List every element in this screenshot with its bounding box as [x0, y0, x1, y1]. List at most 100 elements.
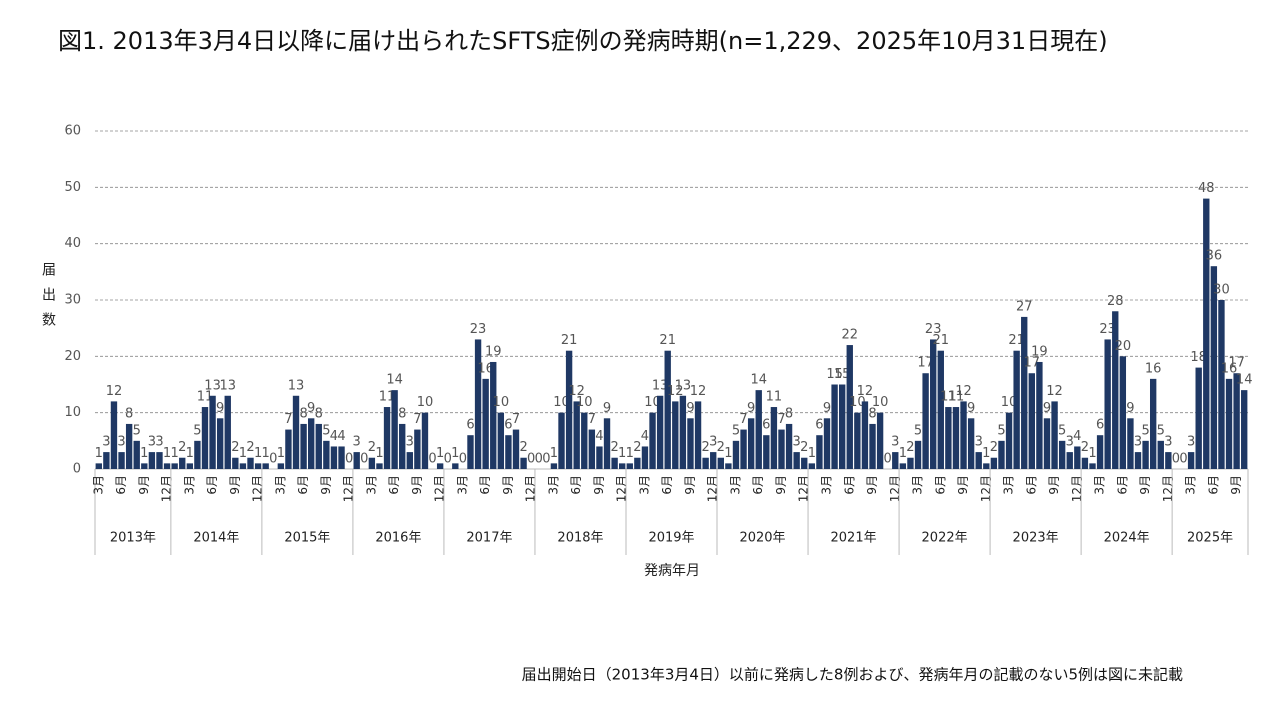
data-label: 2 [368, 440, 376, 455]
x-tick-label: 12月 [888, 475, 902, 502]
bar [315, 423, 322, 469]
data-label: 28 [1107, 294, 1124, 309]
bar [565, 350, 573, 469]
data-label: 0 [542, 452, 550, 467]
bar [1089, 463, 1096, 469]
data-label: 6 [1096, 418, 1104, 433]
bar [960, 401, 967, 469]
bar [838, 384, 846, 469]
data-label: 6 [504, 418, 512, 433]
data-label: 4 [641, 429, 649, 444]
data-label: 5 [1058, 423, 1066, 438]
x-tick-label: 3月 [364, 475, 378, 495]
x-tick-label: 12月 [524, 475, 538, 502]
bar [171, 463, 178, 469]
x-tick-label: 6月 [569, 475, 583, 495]
bar [436, 463, 444, 469]
bar [694, 401, 702, 469]
bar [399, 423, 406, 469]
x-tick-label: 6月 [842, 475, 856, 495]
bar [755, 390, 762, 469]
data-label: 8 [398, 406, 406, 421]
data-label: 1 [171, 446, 179, 461]
data-label: 1 [626, 446, 634, 461]
data-label: 2 [246, 440, 254, 455]
data-label: 21 [933, 333, 950, 348]
data-label: 12 [106, 384, 123, 399]
data-label: 3 [117, 435, 125, 450]
x-tick-label: 9月 [410, 475, 424, 495]
data-label: 0 [1179, 452, 1187, 467]
x-tick-label: 3月 [1184, 475, 1198, 495]
x-tick-label: 9月 [137, 475, 151, 495]
data-label: 11 [940, 390, 957, 405]
bar [967, 418, 975, 469]
bar [861, 401, 869, 469]
bar [793, 452, 800, 469]
bar [148, 452, 156, 469]
data-label: 10 [872, 395, 889, 410]
data-label: 6 [762, 418, 770, 433]
bar [1233, 373, 1240, 469]
data-label: 2 [800, 440, 808, 455]
bar [118, 452, 125, 469]
data-label: 5 [1141, 423, 1149, 438]
x-tick-label: 3月 [455, 475, 469, 495]
data-label: 10 [644, 395, 661, 410]
data-label: 0 [269, 452, 277, 467]
year-label: 2013年 [110, 531, 156, 546]
data-label: 1 [724, 446, 732, 461]
data-label: 1 [899, 446, 907, 461]
data-label: 13 [288, 378, 305, 393]
bar [732, 440, 740, 469]
bar [1081, 457, 1089, 469]
bar [186, 463, 194, 469]
data-label: 1 [262, 446, 270, 461]
data-label: 16 [477, 361, 494, 376]
bar [854, 412, 861, 469]
data-label: 1 [375, 446, 383, 461]
data-label: 19 [485, 344, 502, 359]
data-label: 4 [1073, 429, 1081, 444]
bar [110, 401, 118, 469]
data-label: 7 [413, 412, 421, 427]
data-label: 2 [990, 440, 998, 455]
x-tick-label: 6月 [751, 475, 765, 495]
data-label: 4 [330, 429, 338, 444]
data-label: 12 [857, 384, 874, 399]
y-tick-label: 50 [64, 180, 81, 195]
y-tick-label: 10 [64, 405, 81, 420]
bar [1134, 452, 1142, 469]
bar [710, 452, 717, 469]
bar [1104, 339, 1111, 469]
x-tick-label: 3月 [1002, 475, 1016, 495]
data-label: 1 [163, 446, 171, 461]
data-label: 20 [1115, 339, 1132, 354]
bar [687, 418, 694, 469]
x-tick-label: 6月 [933, 475, 947, 495]
x-tick-label: 9月 [683, 475, 697, 495]
data-label: 8 [315, 406, 323, 421]
data-label: 27 [1016, 299, 1033, 314]
data-label: 7 [512, 412, 520, 427]
data-label: 6 [466, 418, 474, 433]
data-label: 1 [982, 446, 990, 461]
bar [300, 423, 307, 469]
data-label: 5 [1157, 423, 1165, 438]
bar [603, 418, 611, 469]
x-tick-label: 9月 [956, 475, 970, 495]
bar [1165, 452, 1172, 469]
bar [376, 463, 383, 469]
footnote: 届出開始日（2013年3月4日）以前に発病した8例および、発病年月の記載のない5… [522, 666, 1183, 684]
bar [95, 463, 102, 469]
x-tick-label: 9月 [228, 475, 242, 495]
data-label: 1 [618, 446, 626, 461]
data-label: 23 [470, 322, 487, 337]
data-label: 3 [1187, 435, 1195, 450]
bar [1074, 446, 1081, 469]
bar [1112, 311, 1119, 469]
data-label: 2 [701, 440, 709, 455]
bar [740, 429, 747, 469]
bar [133, 440, 140, 469]
